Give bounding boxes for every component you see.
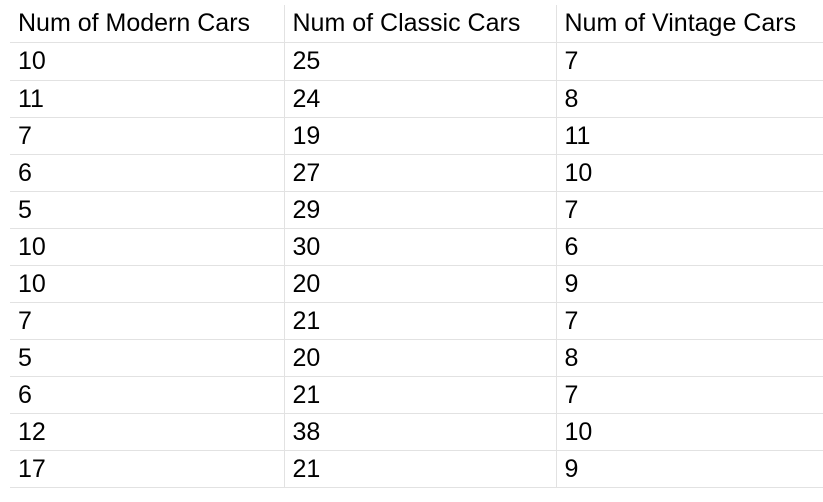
- table-cell[interactable]: 7: [556, 191, 823, 229]
- table-cell[interactable]: 19: [284, 117, 557, 155]
- header-row: Num of Modern Cars Num of Classic Cars N…: [10, 5, 823, 43]
- table-cell[interactable]: 6: [10, 376, 285, 414]
- table-cell[interactable]: 9: [556, 450, 823, 488]
- table-row: 7 21 7: [10, 302, 823, 340]
- table-cell[interactable]: 7: [10, 117, 285, 155]
- table-cell[interactable]: 5: [10, 191, 285, 229]
- table-cell[interactable]: 20: [284, 339, 557, 377]
- table-cell[interactable]: 10: [10, 228, 285, 266]
- table-cell[interactable]: 10: [10, 42, 285, 81]
- table-cell[interactable]: 24: [284, 80, 557, 118]
- table-cell[interactable]: 30: [284, 228, 557, 266]
- table-cell[interactable]: 6: [10, 154, 285, 192]
- table-cell[interactable]: 21: [284, 376, 557, 414]
- header-cell-vintage-cars[interactable]: Num of Vintage Cars: [556, 5, 823, 43]
- table-row: 12 38 10: [10, 413, 823, 451]
- table-row: 6 27 10: [10, 154, 823, 192]
- header-cell-classic-cars[interactable]: Num of Classic Cars: [284, 5, 557, 43]
- table-cell[interactable]: 10: [556, 413, 823, 451]
- table-cell[interactable]: 7: [556, 302, 823, 340]
- table-cell[interactable]: 29: [284, 191, 557, 229]
- table-cell[interactable]: 5: [10, 339, 285, 377]
- table-cell[interactable]: 38: [284, 413, 557, 451]
- table-cell[interactable]: 25: [284, 42, 557, 81]
- table-cell[interactable]: 11: [556, 117, 823, 155]
- table-cell[interactable]: 21: [284, 450, 557, 488]
- table-row: 10 30 6: [10, 228, 823, 266]
- table-row: 7 19 11: [10, 117, 823, 155]
- table-row: 10 20 9: [10, 265, 823, 303]
- table-cell[interactable]: 11: [10, 80, 285, 118]
- table-cell[interactable]: 10: [556, 154, 823, 192]
- header-cell-modern-cars[interactable]: Num of Modern Cars: [10, 5, 285, 43]
- table-cell[interactable]: 10: [10, 265, 285, 303]
- table-cell[interactable]: 7: [556, 42, 823, 81]
- table-row: 5 20 8: [10, 339, 823, 377]
- table-row: 5 29 7: [10, 191, 823, 229]
- table-cell[interactable]: 17: [10, 450, 285, 488]
- table-cell[interactable]: 7: [556, 376, 823, 414]
- table-cell[interactable]: 12: [10, 413, 285, 451]
- data-table: Num of Modern Cars Num of Classic Cars N…: [10, 5, 823, 488]
- table-row: 17 21 9: [10, 450, 823, 488]
- table-cell[interactable]: 20: [284, 265, 557, 303]
- table-cell[interactable]: 8: [556, 80, 823, 118]
- table-row: 10 25 7: [10, 42, 823, 81]
- table-cell[interactable]: 27: [284, 154, 557, 192]
- table-cell[interactable]: 8: [556, 339, 823, 377]
- table-cell[interactable]: 21: [284, 302, 557, 340]
- table-cell[interactable]: 9: [556, 265, 823, 303]
- table-row: 11 24 8: [10, 80, 823, 118]
- table-row: 6 21 7: [10, 376, 823, 414]
- table-cell[interactable]: 7: [10, 302, 285, 340]
- table-cell[interactable]: 6: [556, 228, 823, 266]
